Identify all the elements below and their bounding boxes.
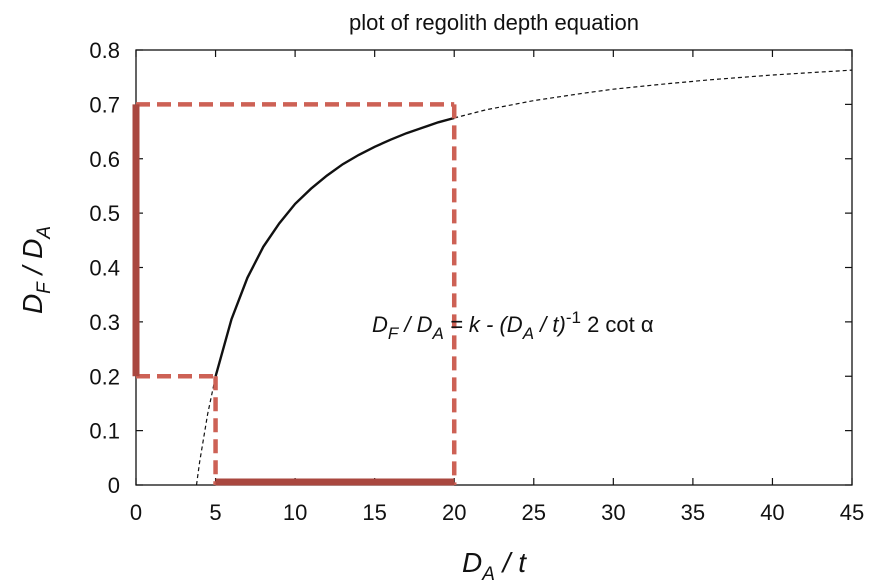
eq-superscript: -1 (566, 308, 581, 327)
x-label-sub: A (481, 564, 495, 581)
chart-title: plot of regolith depth equation (349, 10, 639, 35)
y-label-sub1: F (34, 281, 55, 294)
eq-part-5: 2 cot (581, 312, 641, 337)
ticks: 0 5 10 15 20 25 30 35 40 45 0 0.1 0.2 0.3 0.4 0.5 0.6 0.7… (89, 38, 864, 525)
highlights (132, 102, 457, 486)
plot-frame (135, 49, 853, 486)
x-tick-label: 10 (283, 500, 307, 525)
y-label-sub2: A (34, 226, 55, 240)
x-label-rest: / t (495, 547, 527, 578)
equation-annotation: DF / DA = k - (DA / t)-1 2 cot α (372, 308, 654, 343)
data-curve (214, 116, 455, 377)
x-tick-label: 5 (209, 500, 221, 525)
plot-area (135, 49, 853, 486)
x-label-main: D (462, 547, 482, 578)
eq-sub-3: A (522, 324, 534, 343)
y-label-mid: / D (17, 239, 48, 283)
y-tick-label: 0.3 (89, 310, 120, 335)
y-tick-label: 0.7 (89, 92, 120, 117)
y-axis-label: DF / DA (17, 226, 55, 314)
y-tick-label: 0 (108, 473, 120, 498)
eq-sub-1: F (388, 324, 400, 343)
x-tick-label: 15 (362, 500, 386, 525)
y-tick-label: 0.4 (89, 256, 120, 281)
eq-part-1: D (372, 312, 388, 337)
x-tick-label: 35 (681, 500, 705, 525)
eq-alpha: α (641, 312, 654, 337)
y-tick-label: 0.6 (89, 147, 120, 172)
y-tick-label: 0.5 (89, 201, 120, 226)
y-tick-label: 0.1 (89, 419, 120, 444)
extrapolated-curve (454, 69, 853, 119)
eq-part-2: / D (398, 312, 432, 337)
x-axis-label: DA / t (462, 547, 527, 581)
x-tick-label: 40 (760, 500, 784, 525)
y-label-part1: D (17, 294, 48, 314)
y-tick-label: 0.8 (89, 38, 120, 63)
eq-part-3: = k - (D (444, 312, 523, 337)
x-tick-label: 30 (601, 500, 625, 525)
y-tick-label: 0.2 (89, 364, 120, 389)
x-tick-label: 45 (840, 500, 864, 525)
x-tick-label: 0 (130, 500, 142, 525)
x-tick-label: 25 (522, 500, 546, 525)
x-tick-label: 20 (442, 500, 466, 525)
eq-sub-2: A (432, 324, 444, 343)
eq-part-4: / t) (534, 312, 566, 337)
curves (195, 69, 853, 486)
extrapolated-curve (195, 376, 217, 486)
